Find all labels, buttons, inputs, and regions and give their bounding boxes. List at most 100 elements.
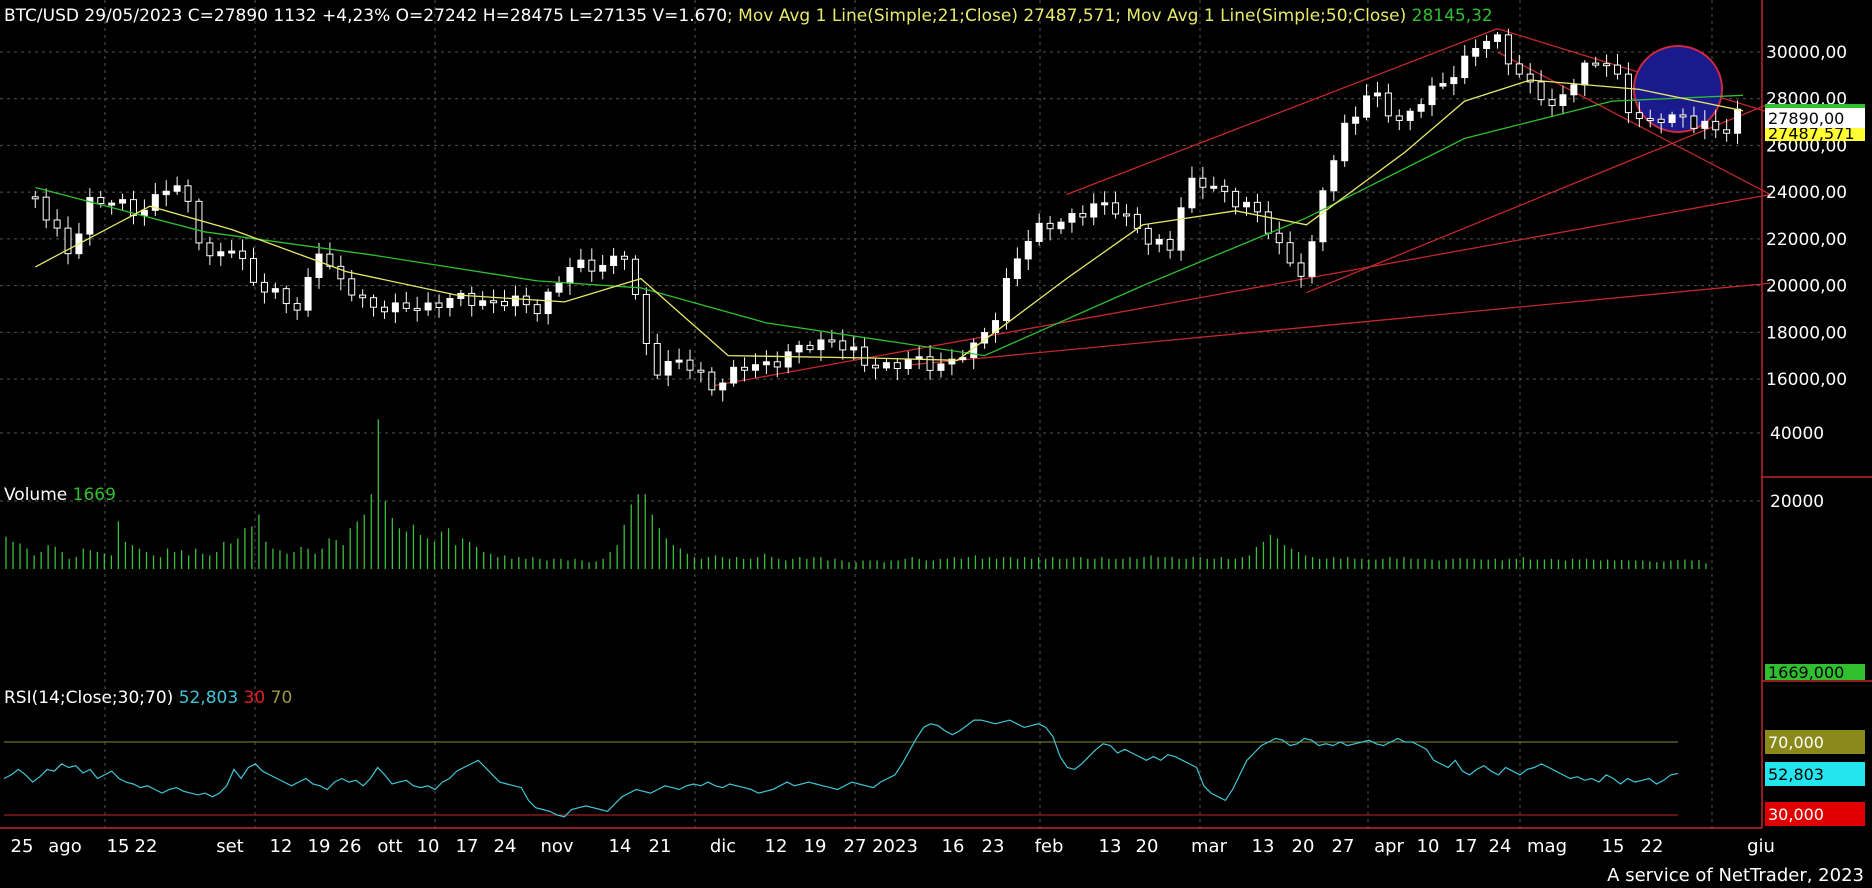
candle-body (1122, 213, 1130, 217)
x-tick-label: 10 (1417, 836, 1440, 857)
x-tick-label: set (216, 836, 244, 857)
trendlines (711, 28, 1771, 387)
candle-body (1668, 114, 1676, 124)
x-tick-label: 13 (1252, 836, 1275, 857)
candle-body (402, 302, 410, 309)
ma50-line (35, 94, 1744, 357)
candle-body (315, 253, 323, 278)
y-tick-labels: 30000,0028000,0026000,0024000,0022000,00… (1766, 43, 1847, 512)
candle-body (413, 307, 421, 311)
x-tick-label: 14 (609, 836, 632, 857)
candle-body (751, 364, 759, 371)
candle-body (784, 351, 792, 368)
candle-body (1090, 203, 1098, 218)
x-tick-label: 16 (942, 836, 965, 857)
candle-body (1112, 202, 1120, 215)
candle-body (861, 346, 869, 366)
candle-body (1177, 207, 1185, 251)
candle-body (1253, 201, 1261, 213)
candle-body (839, 340, 847, 351)
price-pane (31, 28, 1771, 402)
candle-body (162, 190, 170, 196)
x-tick-label: 12 (270, 836, 293, 857)
badge-rsi70: 70,000 (1768, 733, 1824, 752)
x-tick-label: 22 (135, 836, 158, 857)
candle-body (1592, 62, 1600, 66)
rsi-title: RSI(14;Close;30;70) (4, 688, 174, 708)
candle-body (1450, 77, 1458, 85)
y-tick-volume: 20000 (1770, 492, 1824, 512)
badge-rsi30-bg (1765, 802, 1865, 826)
candle-body (260, 281, 268, 293)
candle-body (719, 382, 727, 391)
candle-body (533, 304, 541, 315)
trendline (908, 282, 1771, 366)
badge-rsi30: 30,000 (1768, 805, 1824, 824)
candle-body (828, 339, 836, 343)
candle-body (348, 278, 356, 296)
candle-body (1101, 202, 1109, 206)
candle-body (1537, 81, 1545, 101)
y-tick-price: 30000,00 (1766, 43, 1847, 63)
candle-body (140, 209, 148, 216)
x-tick-label: mar (1191, 836, 1228, 857)
x-tick-label: apr (1374, 836, 1404, 857)
rsi-header: RSI(14;Close;30;70) 52,803 30 70 (4, 688, 292, 708)
candle-body (1155, 238, 1163, 245)
candle-body (555, 282, 563, 293)
candle-body (882, 362, 890, 369)
candle-body (337, 265, 345, 280)
candle-body (621, 255, 629, 260)
trendline (1306, 102, 1771, 294)
candle-body (1330, 160, 1338, 192)
candle-body (86, 197, 94, 235)
footer-credit: A service of NetTrader, 2023 (1607, 865, 1864, 886)
candle-body (762, 361, 770, 366)
candle-body (424, 302, 432, 311)
trendline (1497, 28, 1771, 114)
candle-body (631, 258, 639, 295)
y-tick-price: 22000,00 (1766, 230, 1847, 250)
x-tick-label: ago (48, 836, 81, 857)
candle-body (1395, 115, 1403, 121)
candle-body (653, 343, 661, 376)
trendline (1497, 51, 1771, 196)
candle-body (1723, 129, 1731, 134)
badge-rsi-current-bg (1765, 762, 1865, 786)
candle-body (675, 359, 683, 363)
x-tick-label: 19 (308, 836, 331, 857)
candle-body (1526, 73, 1534, 83)
candle-body (773, 361, 781, 368)
candle-body (42, 196, 50, 221)
candle-body (599, 264, 607, 272)
candle-body (1384, 92, 1392, 117)
x-tick-label: 2023 (872, 836, 918, 857)
candle-body (1308, 241, 1316, 277)
candle-body (697, 369, 705, 373)
x-tick-label: 26 (339, 836, 362, 857)
x-tick-label: 27 (844, 836, 867, 857)
x-tick-label: 24 (494, 836, 517, 857)
x-tick-label: 27 (1332, 836, 1355, 857)
candle-body (1188, 177, 1196, 209)
candle-body (522, 295, 530, 306)
candle-body (1603, 63, 1611, 67)
candle-body (1243, 201, 1251, 208)
candle-body (53, 219, 61, 229)
candle-body (1428, 85, 1436, 106)
candle-body (708, 371, 716, 391)
candle-body (1373, 92, 1381, 97)
x-tick-label: 22 (1641, 836, 1664, 857)
candle-body (64, 227, 72, 255)
candle-body (1024, 240, 1032, 260)
candle-body (1199, 177, 1207, 188)
candle-body (250, 258, 258, 283)
candle-body (435, 302, 443, 308)
price-header: BTC/USD 29/05/2023 C=27890 1132 +4,23% O… (4, 6, 1493, 26)
candle-body (282, 288, 290, 305)
candle-body (1570, 84, 1578, 96)
candle-body (173, 185, 181, 192)
badge-last: 27890,00 (1768, 109, 1844, 128)
candle-body (293, 303, 301, 311)
